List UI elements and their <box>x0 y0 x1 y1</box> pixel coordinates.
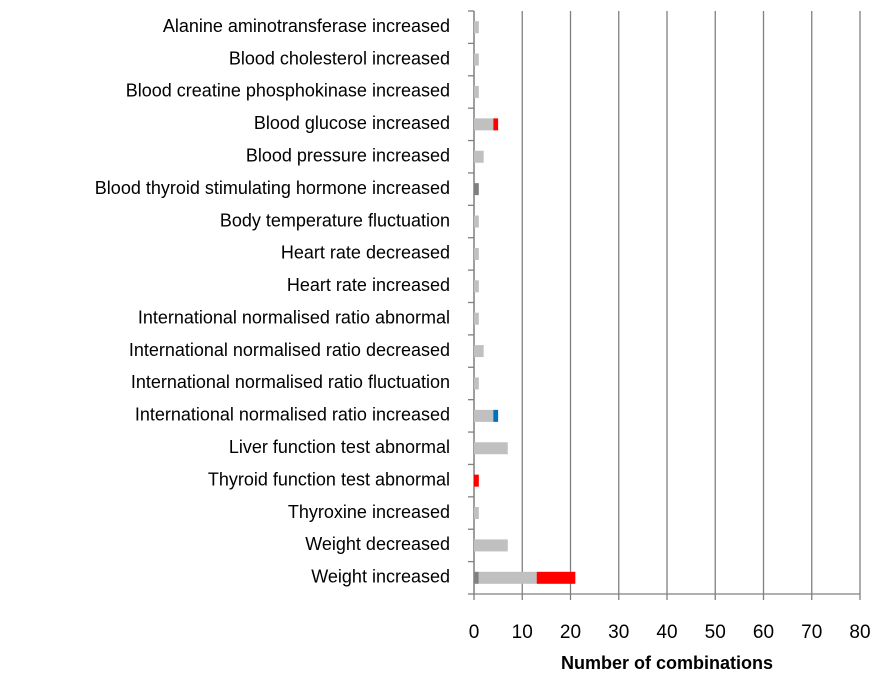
x-tick-label: 20 <box>560 622 581 643</box>
bar-segment <box>474 377 479 390</box>
y-tick-label: Alanine aminotransferase increased <box>163 16 450 36</box>
bar-segment <box>474 409 494 422</box>
x-tick-label: 50 <box>705 622 726 643</box>
y-tick-label: Blood glucose increased <box>254 113 450 133</box>
bar-segment <box>478 571 537 584</box>
bar-segment <box>474 247 479 260</box>
bar-segment <box>474 539 508 552</box>
y-tick-label: International normalised ratio abnormal <box>138 307 450 327</box>
y-tick-label: Thyroid function test abnormal <box>208 469 450 489</box>
bar-segment <box>474 345 484 358</box>
y-tick-label: Blood pressure increased <box>246 146 450 166</box>
x-tick-label: 80 <box>849 622 870 643</box>
y-tick-label: Weight increased <box>311 567 450 587</box>
bar-segment <box>474 571 479 584</box>
bar-segment <box>474 53 479 66</box>
x-tick-label: 10 <box>512 622 533 643</box>
y-tick-label: International normalised ratio decreased <box>129 340 450 360</box>
y-tick-label: Weight decreased <box>305 534 450 554</box>
bar-segment <box>474 474 479 487</box>
bar-segment <box>493 409 499 422</box>
bar-segment <box>474 442 508 455</box>
y-tick-label: Blood creatine phosphokinase increased <box>126 81 450 101</box>
bar-segment <box>536 571 576 584</box>
y-tick-label: Body temperature fluctuation <box>220 210 450 230</box>
bar-segment <box>474 507 479 520</box>
x-tick-label: 40 <box>656 622 677 643</box>
x-tick-label: 30 <box>608 622 629 643</box>
bar-segment <box>474 118 494 131</box>
y-tick-label: International normalised ratio fluctuati… <box>131 372 450 392</box>
y-tick-label: Thyroxine increased <box>288 502 450 522</box>
bar-segment <box>474 183 479 196</box>
x-tick-label: 60 <box>753 622 774 643</box>
bar-segment <box>474 150 484 163</box>
x-tick-label: 0 <box>469 622 480 643</box>
bar-segment <box>474 85 479 98</box>
bar-segment <box>493 118 499 131</box>
x-axis-label: Number of combinations <box>561 653 773 673</box>
bar-segment <box>474 21 479 34</box>
y-tick-label: International normalised ratio increased <box>135 405 450 425</box>
y-tick-label: Liver function test abnormal <box>229 437 450 457</box>
x-tick-label: 70 <box>801 622 822 643</box>
bar-segment <box>474 280 479 293</box>
y-tick-label: Heart rate increased <box>287 275 450 295</box>
y-tick-label: Blood cholesterol increased <box>229 48 450 68</box>
y-tick-label: Blood thyroid stimulating hormone increa… <box>95 178 450 198</box>
y-tick-label: Heart rate decreased <box>281 243 450 263</box>
bar-segment <box>474 215 479 228</box>
bar-segment <box>474 312 479 325</box>
